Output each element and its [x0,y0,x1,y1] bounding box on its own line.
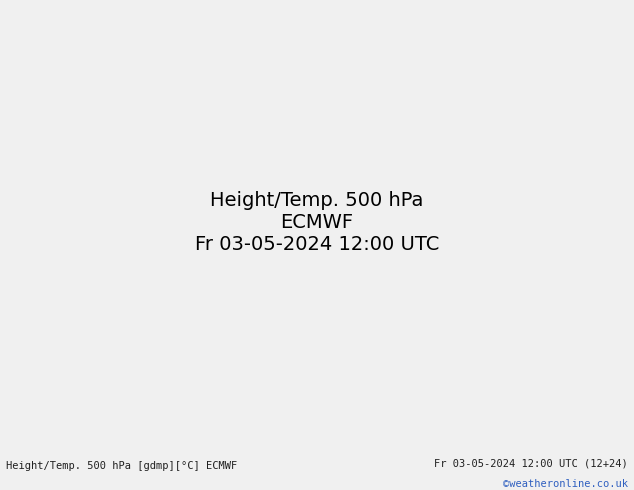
Text: Fr 03-05-2024 12:00 UTC (12+24): Fr 03-05-2024 12:00 UTC (12+24) [434,458,628,468]
Text: Height/Temp. 500 hPa
ECMWF
Fr 03-05-2024 12:00 UTC: Height/Temp. 500 hPa ECMWF Fr 03-05-2024… [195,192,439,254]
Text: ©weatheronline.co.uk: ©weatheronline.co.uk [503,479,628,489]
Text: Height/Temp. 500 hPa [gdmp][°C] ECMWF: Height/Temp. 500 hPa [gdmp][°C] ECMWF [6,462,238,471]
